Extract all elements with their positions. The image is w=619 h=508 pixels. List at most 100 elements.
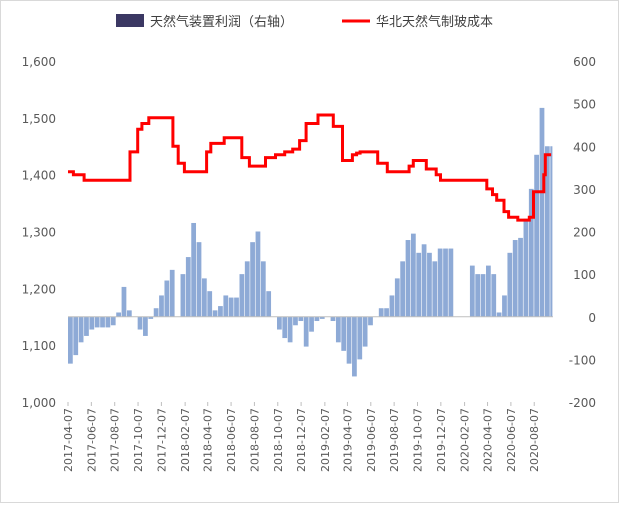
profit-bar: [234, 297, 239, 317]
right-axis-tick-label: 500: [573, 98, 596, 112]
profit-bar: [496, 312, 502, 317]
x-axis-tick-label: 2018-02-07: [179, 408, 192, 472]
profit-bar: [207, 291, 213, 317]
x-axis-tick-label: 2020-08-07: [528, 408, 541, 472]
profit-bar: [282, 316, 288, 339]
profit-bar: [448, 248, 454, 317]
profit-bar: [378, 308, 384, 317]
profit-bar: [491, 274, 497, 317]
legend-item-profit: 天然气装置利润（右轴）: [116, 14, 293, 30]
legend-item-cost: 华北天然气制玻成本: [342, 14, 493, 30]
profit-bar: [507, 252, 513, 317]
x-axis-tick-label: 2018-10-07: [272, 408, 285, 472]
profit-bar: [185, 257, 191, 317]
x-axis-tick-label: 2019-08-07: [388, 408, 401, 472]
profit-bar: [416, 252, 422, 317]
left-axis-tick-label: 1,300: [22, 226, 56, 240]
profit-bar: [201, 278, 207, 317]
right-axis-tick-label: 0: [588, 311, 596, 325]
profit-bar: [228, 297, 234, 317]
profit-bar: [330, 316, 336, 322]
cost-line: [68, 113, 552, 222]
legend: 天然气装置利润（右轴） 华北天然气制玻成本: [116, 14, 493, 30]
x-axis-tick-label: 2020-04-07: [482, 408, 495, 472]
profit-bar: [539, 107, 545, 317]
profit-bar: [518, 237, 523, 317]
x-axis-tick-label: 2019-06-07: [365, 408, 378, 472]
profit-bar: [432, 261, 438, 317]
left-axis-tick-label: 1,100: [22, 339, 56, 353]
profit-bar: [480, 274, 486, 317]
left-axis-tick-label: 1,200: [22, 282, 56, 296]
profit-bar: [534, 154, 540, 317]
left-axis: 1,000 1,100 1,200 1,300 1,400 1,500 1,600: [22, 55, 56, 410]
profit-bar: [410, 233, 416, 317]
profit-bar: [89, 316, 95, 330]
right-axis-tick-label: 300: [573, 183, 596, 197]
profit-bar: [78, 316, 84, 343]
x-axis-tick-label: 2017-12-07: [155, 408, 168, 472]
profit-bar: [218, 306, 223, 317]
x-axis-tick-label: 2019-10-07: [411, 408, 424, 472]
profit-bar: [394, 278, 400, 317]
profit-bar: [84, 316, 89, 336]
x-axis-tick-label: 2019-04-07: [341, 408, 354, 472]
profit-bar: [137, 316, 143, 330]
profit-bar: [309, 316, 314, 332]
profit-bar: [121, 286, 127, 317]
profit-bar: [164, 280, 170, 317]
profit-bar: [191, 222, 197, 317]
profit-bar: [255, 231, 261, 317]
profit-bar: [110, 316, 116, 326]
profit-bar: [550, 146, 553, 317]
right-axis-tick-label: 600: [573, 55, 596, 69]
profit-bar: [362, 316, 368, 347]
x-axis-tick-label: 2020-06-07: [505, 408, 518, 472]
profit-bar: [73, 316, 79, 356]
profit-bar: [341, 316, 347, 351]
legend-swatch-profit: [116, 14, 144, 27]
profit-bar: [287, 316, 293, 343]
profit-bar: [475, 274, 481, 317]
profit-bar: [266, 291, 272, 317]
profit-bar: [105, 316, 111, 328]
right-axis-tick-label: 200: [573, 226, 596, 240]
profit-bar: [260, 261, 266, 317]
right-axis: -200 -100 0 100 200 300 400 500 600: [569, 55, 596, 410]
profit-bar: [153, 308, 159, 317]
x-axis-tick-label: 2018-04-07: [202, 408, 215, 472]
profit-bar: [94, 316, 100, 328]
profit-bar: [293, 316, 298, 326]
profit-bar: [384, 308, 389, 317]
profit-bar: [169, 269, 175, 317]
left-axis-tick-label: 1,400: [22, 169, 56, 183]
profit-bar: [544, 146, 550, 317]
profit-bar: [335, 316, 341, 343]
profit-bar: [486, 265, 491, 317]
right-axis-tick-label: 400: [573, 140, 596, 154]
profit-bar-series: [68, 107, 553, 377]
profit-bar: [352, 316, 357, 377]
legend-label-profit: 天然气装置利润（右轴）: [150, 14, 293, 30]
profit-bar: [421, 244, 427, 317]
x-axis-tick-label: 2017-10-07: [132, 408, 145, 472]
profit-bar: [143, 316, 148, 336]
profit-bar: [502, 295, 507, 317]
profit-bar: [443, 248, 448, 317]
profit-bar: [368, 316, 373, 326]
profit-bar: [180, 274, 186, 317]
x-axis-tick-label: 2019-12-07: [435, 408, 448, 472]
profit-bar: [427, 252, 432, 317]
profit-bar: [512, 240, 518, 317]
profit-bar: [298, 316, 304, 322]
right-axis-tick-label: -100: [569, 353, 596, 367]
x-axis: 2017-04-07 2017-06-07 2017-08-07 2017-10-07…: [62, 402, 541, 472]
profit-bar: [116, 312, 121, 317]
profit-bar: [223, 295, 229, 317]
left-axis-tick-label: 1,000: [22, 396, 56, 410]
profit-bar: [126, 310, 132, 317]
x-axis-tick-label: 2017-06-07: [85, 408, 98, 472]
x-axis-tick-label: 2017-04-07: [62, 408, 75, 472]
